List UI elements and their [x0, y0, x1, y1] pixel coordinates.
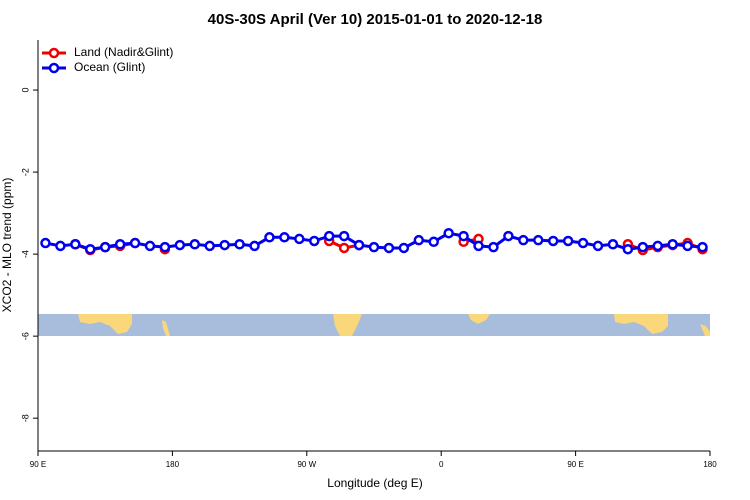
point — [547, 235, 559, 247]
point — [219, 239, 230, 251]
land — [162, 320, 170, 336]
point — [338, 242, 350, 254]
point — [473, 240, 484, 252]
x-tick-label: 90 W — [297, 460, 316, 469]
point — [159, 241, 171, 253]
point — [592, 240, 604, 252]
point — [70, 239, 81, 250]
chart-title: 40S-30S April (Ver 10) 2015-01-01 to 202… — [208, 11, 543, 28]
point — [383, 242, 395, 254]
point — [55, 240, 66, 252]
point — [368, 241, 380, 253]
legend-marker — [48, 47, 60, 59]
point — [249, 240, 260, 252]
point — [682, 240, 693, 252]
point — [622, 243, 634, 255]
point — [189, 239, 201, 250]
y-tick-label: 0 — [20, 88, 30, 93]
point — [577, 237, 589, 249]
point — [637, 241, 649, 253]
point — [294, 233, 305, 245]
point — [279, 232, 290, 243]
legend-label: Ocean (Glint) — [74, 60, 145, 74]
point — [353, 239, 365, 251]
point — [309, 235, 320, 247]
point — [533, 234, 544, 246]
y-tick-label: -8 — [20, 414, 30, 422]
land — [78, 314, 132, 334]
x-tick-label: 180 — [703, 460, 717, 469]
point — [428, 236, 439, 248]
point — [174, 239, 186, 251]
point — [398, 242, 410, 254]
point — [114, 239, 126, 250]
y-tick-label: -4 — [20, 250, 30, 258]
point — [443, 227, 454, 239]
y-tick-label: -6 — [20, 332, 30, 340]
x-tick-label: 0 — [439, 460, 444, 469]
ocean-strip — [38, 314, 710, 336]
point — [697, 241, 708, 253]
point — [488, 241, 499, 253]
x-tick-label: 180 — [166, 460, 180, 469]
map-strip — [38, 314, 710, 336]
y-tick-label: -2 — [20, 168, 30, 176]
y-axis-label: XCO2 - MLO trend (ppm) — [0, 178, 14, 313]
point — [144, 240, 156, 252]
point — [338, 230, 350, 242]
land — [468, 314, 490, 324]
point — [652, 240, 663, 252]
x-axis-label: Longitude (deg E) — [327, 476, 422, 490]
point — [607, 239, 619, 250]
point — [503, 230, 514, 242]
point — [518, 234, 529, 246]
point — [129, 237, 141, 249]
land — [333, 314, 362, 336]
legend-marker — [48, 62, 60, 74]
point — [413, 234, 425, 246]
point — [264, 232, 275, 243]
point — [323, 230, 335, 242]
point — [40, 237, 51, 249]
land — [614, 314, 668, 334]
point — [204, 240, 215, 252]
point — [458, 230, 469, 242]
legend-label: Land (Nadir&Glint) — [74, 45, 173, 59]
point — [99, 241, 111, 253]
point — [234, 239, 245, 250]
x-tick-label: 90 E — [30, 460, 46, 469]
x-tick-label: 90 E — [567, 460, 583, 469]
point — [85, 243, 96, 255]
point — [562, 235, 574, 247]
land — [700, 324, 710, 336]
point — [667, 239, 678, 250]
